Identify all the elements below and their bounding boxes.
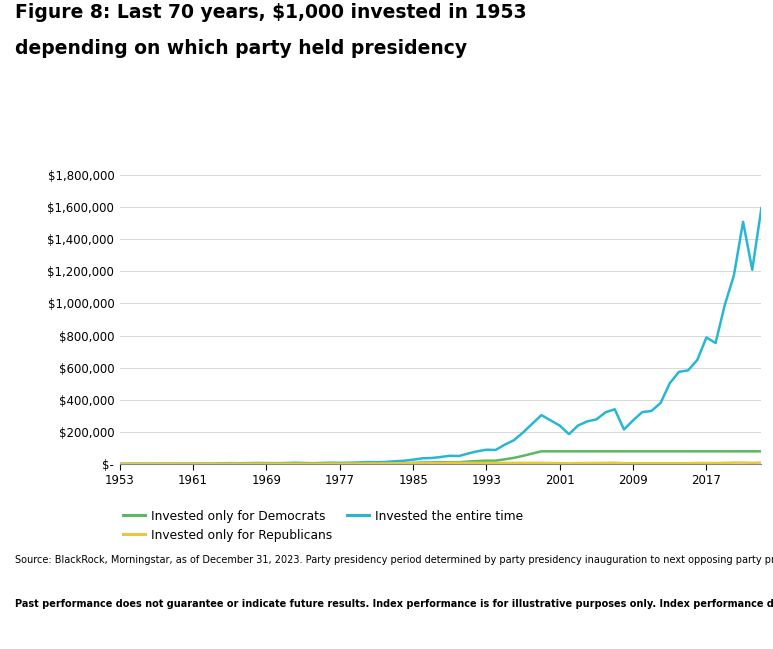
Text: Source: BlackRock, Morningstar, as of December 31, 2023. Party presidency period: Source: BlackRock, Morningstar, as of De… xyxy=(15,555,773,565)
Text: depending on which party held presidency: depending on which party held presidency xyxy=(15,39,468,58)
Text: Past performance does not guarantee or indicate future results. Index performanc: Past performance does not guarantee or i… xyxy=(15,599,773,609)
Legend: Invested only for Democrats, Invested only for Republicans, Invested the entire : Invested only for Democrats, Invested on… xyxy=(123,510,523,542)
Text: Figure 8: Last 70 years, $1,000 invested in 1953: Figure 8: Last 70 years, $1,000 invested… xyxy=(15,3,527,22)
